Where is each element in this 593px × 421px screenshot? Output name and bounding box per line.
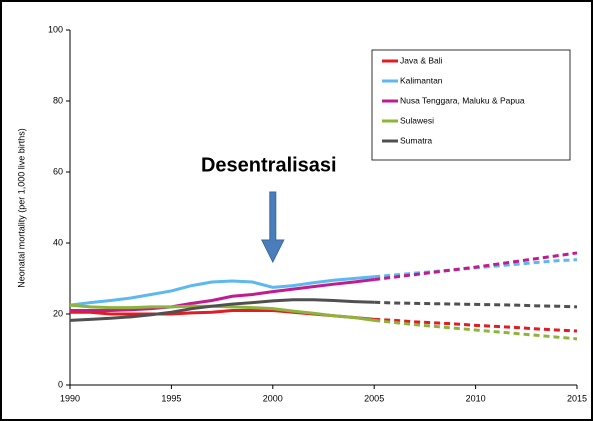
- series-line: [69, 275, 375, 307]
- x-tick-label: 2000: [263, 393, 283, 403]
- x-tick-label: 2005: [364, 393, 384, 403]
- annotation-arrow: [260, 191, 285, 264]
- legend-label: Sumatra: [400, 135, 432, 145]
- series-line-projected: [374, 318, 578, 341]
- legend-label: Java & Bali: [400, 55, 443, 65]
- x-tick-label: 1995: [161, 393, 181, 403]
- annotation: Desentralisasi: [201, 154, 337, 176]
- legend-label: Sulawesi: [400, 115, 434, 125]
- series-line-projected: [374, 317, 578, 333]
- legend-box: [371, 49, 571, 161]
- y-tick-label: 20: [53, 308, 63, 318]
- y-tick-label: 40: [53, 237, 63, 247]
- series-line: [70, 278, 375, 312]
- x-tick-label: 1990: [60, 393, 80, 403]
- x-tick-label: 2010: [466, 393, 486, 403]
- x-tick-label: 2015: [567, 393, 587, 403]
- series-line: [69, 298, 375, 322]
- legend-label: Nusa Tenggara, Maluku & Papua: [400, 95, 525, 105]
- y-axis-label: Neonatal mortality (per 1,000 live birth…: [16, 128, 26, 288]
- y-tick-label: 80: [53, 95, 63, 105]
- legend-label: Kalimantan: [400, 75, 443, 85]
- y-tick-label: 60: [53, 166, 63, 176]
- series-line-projected: [374, 251, 578, 282]
- series-line-projected: [374, 300, 578, 309]
- y-tick-label: 0: [58, 379, 63, 389]
- y-tick-label: 100: [48, 24, 63, 34]
